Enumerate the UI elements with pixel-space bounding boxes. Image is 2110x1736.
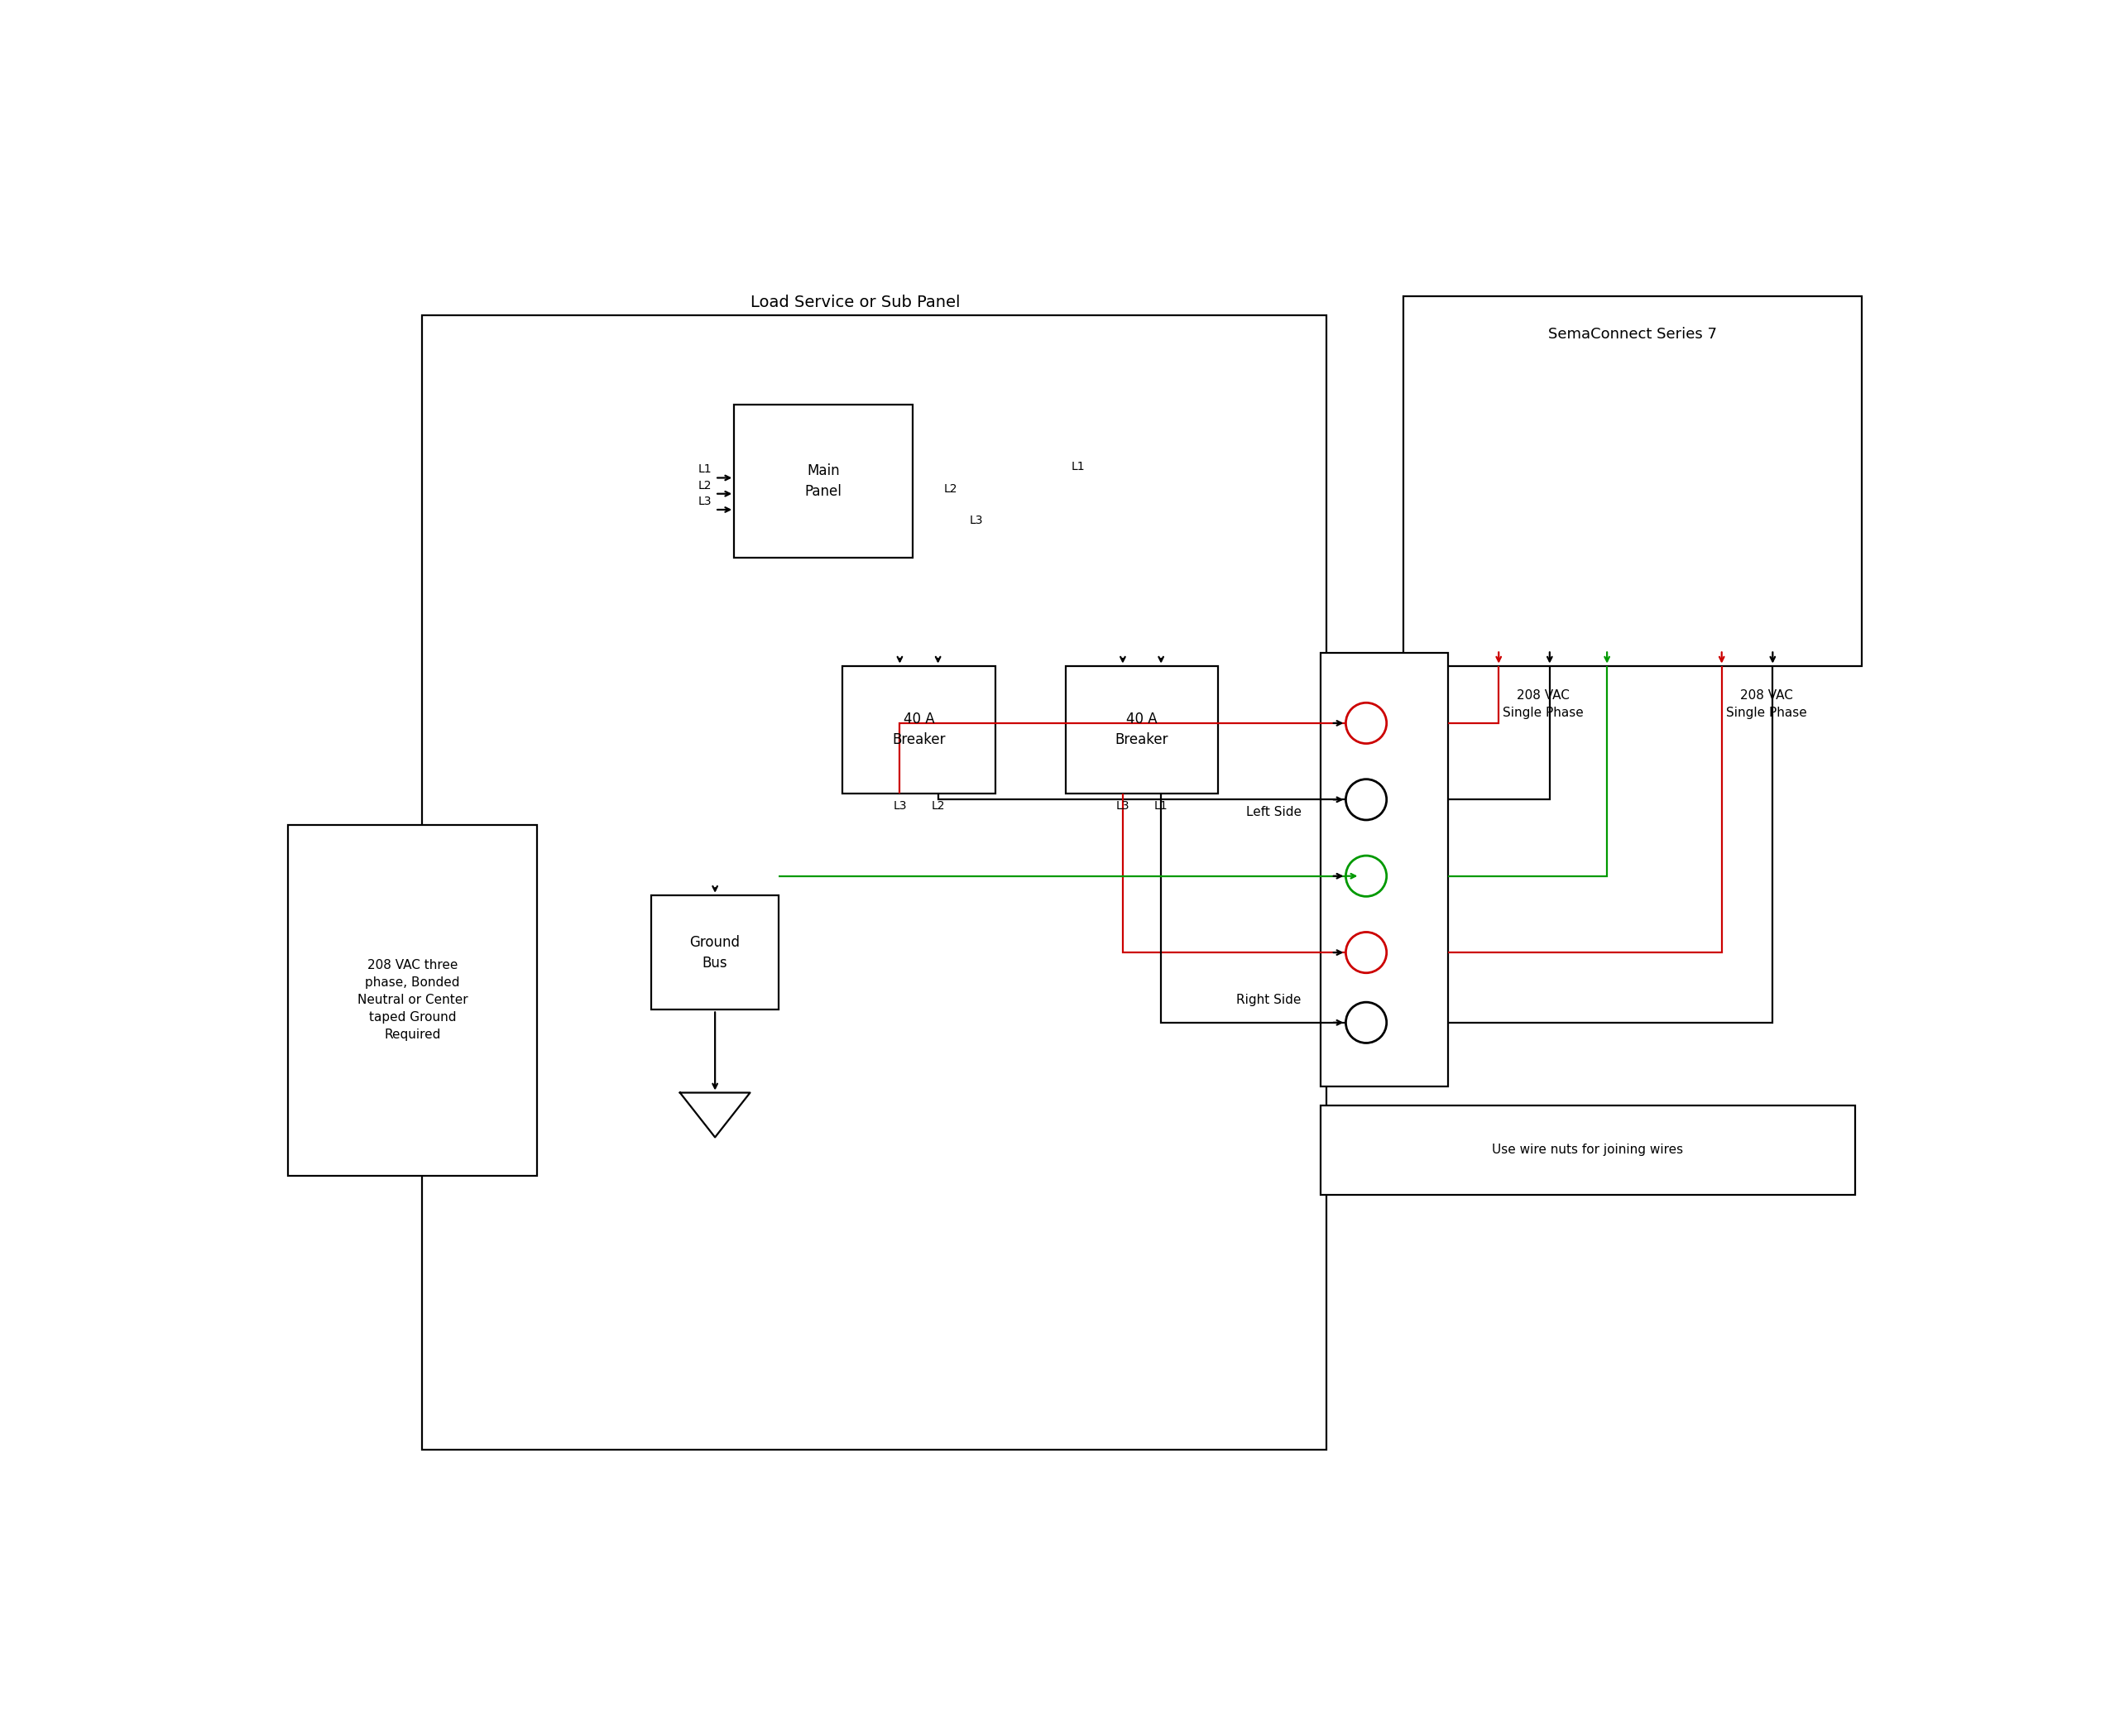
- Text: L1: L1: [1072, 460, 1085, 472]
- Circle shape: [1346, 703, 1386, 743]
- Text: 40 A
Breaker: 40 A Breaker: [1116, 712, 1169, 746]
- Text: L2: L2: [931, 800, 945, 812]
- Circle shape: [1346, 1002, 1386, 1043]
- Text: Ground
Bus: Ground Bus: [690, 934, 741, 970]
- Bar: [289, 825, 536, 1175]
- Text: 208 VAC
Single Phase: 208 VAC Single Phase: [1502, 689, 1585, 719]
- Text: L2: L2: [943, 483, 958, 495]
- Text: L1: L1: [698, 464, 711, 476]
- Text: SemaConnect Series 7: SemaConnect Series 7: [1549, 326, 1718, 342]
- Text: L3: L3: [893, 800, 907, 812]
- Bar: [652, 896, 779, 1010]
- Circle shape: [1346, 856, 1386, 896]
- Bar: [842, 667, 996, 793]
- Text: Main
Panel: Main Panel: [804, 464, 842, 498]
- Circle shape: [1346, 932, 1386, 972]
- Text: L3: L3: [698, 495, 711, 507]
- Text: L2: L2: [698, 479, 711, 491]
- Text: Load Service or Sub Panel: Load Service or Sub Panel: [751, 295, 960, 311]
- Text: Use wire nuts for joining wires: Use wire nuts for joining wires: [1492, 1144, 1684, 1156]
- Text: Left Side: Left Side: [1245, 806, 1302, 819]
- Text: Right Side: Right Side: [1236, 995, 1302, 1007]
- Bar: [422, 316, 1327, 1450]
- Text: 208 VAC three
phase, Bonded
Neutral or Center
taped Ground
Required: 208 VAC three phase, Bonded Neutral or C…: [357, 960, 468, 1042]
- Text: L3: L3: [1116, 800, 1129, 812]
- Bar: [1321, 1106, 1855, 1194]
- Text: L1: L1: [1154, 800, 1169, 812]
- Text: 208 VAC
Single Phase: 208 VAC Single Phase: [1726, 689, 1806, 719]
- Bar: [734, 404, 912, 557]
- Bar: [1403, 297, 1861, 667]
- Circle shape: [1346, 779, 1386, 819]
- Bar: [1321, 653, 1447, 1087]
- Bar: [1066, 667, 1217, 793]
- Text: 40 A
Breaker: 40 A Breaker: [893, 712, 945, 746]
- Text: L3: L3: [968, 516, 983, 526]
